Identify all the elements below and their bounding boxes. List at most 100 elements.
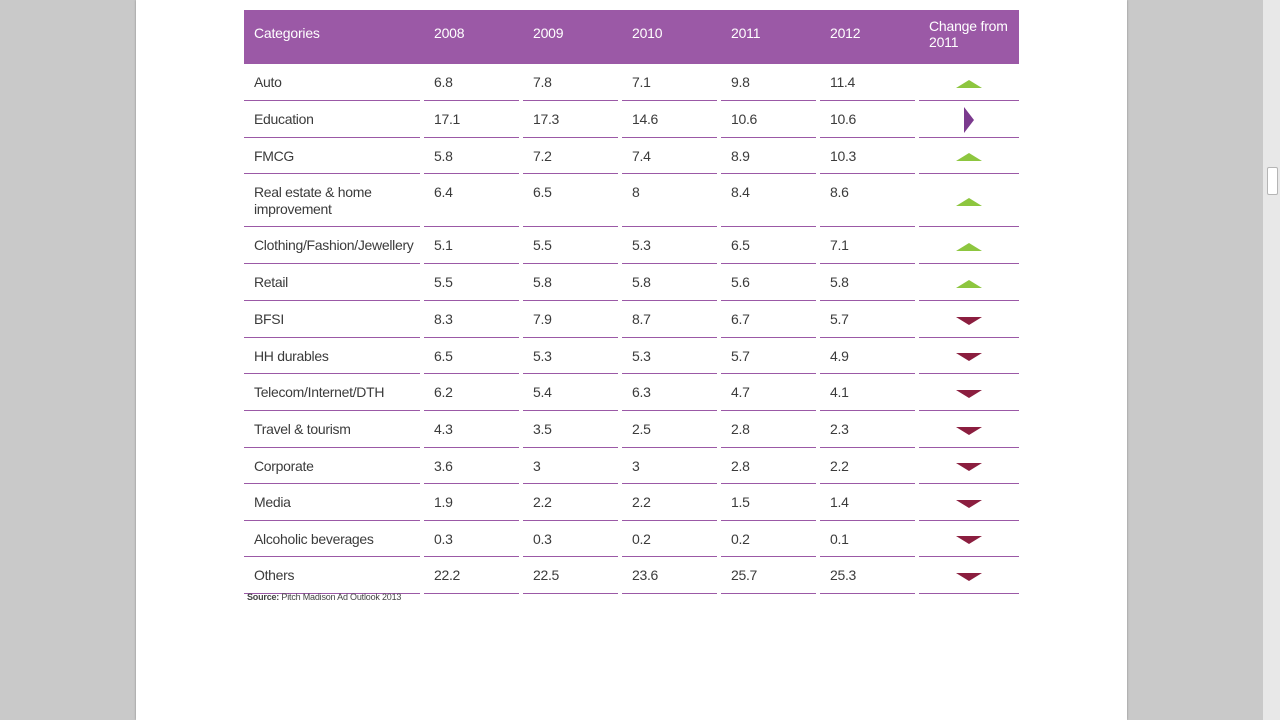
value-cell: 2.3: [820, 411, 919, 448]
value-2012: 5.7: [820, 301, 915, 338]
value-cell: 10.6: [721, 101, 820, 138]
value-2011: 1.5: [721, 484, 816, 521]
value-2008: 8.3: [424, 301, 519, 338]
value-2008: 3.6: [424, 448, 519, 484]
triangle-down-icon: [956, 427, 982, 435]
value-2010: 3: [622, 448, 717, 484]
table-row: Media 1.9 2.2 2.2 1.5 1.4: [244, 484, 1019, 521]
value-2010: 7.1: [622, 64, 717, 101]
value-2011: 8.9: [721, 138, 816, 174]
category-label: Education: [244, 101, 420, 138]
value-2011: 8.4: [721, 174, 816, 227]
change-cell: [919, 264, 1019, 301]
scrollbar-thumb[interactable]: [1267, 167, 1278, 195]
value-cell: 3.5: [523, 411, 622, 448]
value-cell: 7.8: [523, 64, 622, 101]
value-2008: 6.8: [424, 64, 519, 101]
value-2008: 0.3: [424, 521, 519, 557]
header-2010: 2010: [622, 10, 721, 64]
table-row: Alcoholic beverages 0.3 0.3 0.2 0.2 0.1: [244, 521, 1019, 557]
source-note: Source: Pitch Madison Ad Outlook 2013: [247, 592, 401, 602]
value-cell: 25.7: [721, 557, 820, 594]
value-2009: 5.5: [523, 227, 618, 264]
value-2008: 5.8: [424, 138, 519, 174]
value-cell: 5.7: [721, 338, 820, 374]
value-cell: 0.2: [622, 521, 721, 557]
category-cell: Clothing/Fashion/Jewellery: [244, 227, 424, 264]
value-2011: 0.2: [721, 521, 816, 557]
value-cell: 6.2: [424, 374, 523, 411]
value-cell: 2.2: [622, 484, 721, 521]
value-cell: 5.5: [424, 264, 523, 301]
value-cell: 7.9: [523, 301, 622, 338]
change-cell: [919, 301, 1019, 338]
value-cell: 5.3: [622, 338, 721, 374]
value-cell: 2.2: [820, 448, 919, 484]
category-cell: Corporate: [244, 448, 424, 484]
value-cell: 1.9: [424, 484, 523, 521]
value-2010: 23.6: [622, 557, 717, 594]
category-cell: Real estate & home improvement: [244, 174, 424, 227]
header-2008: 2008: [424, 10, 523, 64]
category-label: Travel & tourism: [244, 411, 420, 448]
value-cell: 5.7: [820, 301, 919, 338]
category-label: Alcoholic beverages: [244, 521, 420, 557]
value-2011: 5.6: [721, 264, 816, 301]
value-cell: 5.8: [523, 264, 622, 301]
table-row: Telecom/Internet/DTH 6.2 5.4 6.3 4.7 4.1: [244, 374, 1019, 411]
category-cell: Education: [244, 101, 424, 138]
triangle-up-icon: [956, 80, 982, 88]
value-2012: 1.4: [820, 484, 915, 521]
table-row: Retail 5.5 5.8 5.8 5.6 5.8: [244, 264, 1019, 301]
category-label: Clothing/Fashion/Jewellery: [244, 227, 420, 264]
value-2012: 11.4: [820, 64, 915, 101]
value-2012: 10.6: [820, 101, 915, 138]
category-cell: FMCG: [244, 138, 424, 174]
value-cell: 0.2: [721, 521, 820, 557]
value-cell: 22.5: [523, 557, 622, 594]
header-change: Change from 2011: [919, 10, 1019, 64]
value-cell: 5.8: [622, 264, 721, 301]
table-row: Others 22.2 22.5 23.6 25.7 25.3: [244, 557, 1019, 594]
change-cell: [919, 411, 1019, 448]
table-row: Auto 6.8 7.8 7.1 9.8 11.4: [244, 64, 1019, 101]
source-label: Source:: [247, 592, 280, 602]
value-cell: 7.4: [622, 138, 721, 174]
category-cell: Media: [244, 484, 424, 521]
value-cell: 7.1: [622, 64, 721, 101]
value-cell: 25.3: [820, 557, 919, 594]
change-cell: [919, 448, 1019, 484]
triangle-down-icon: [956, 536, 982, 544]
value-2012: 0.1: [820, 521, 915, 557]
value-2012: 2.3: [820, 411, 915, 448]
value-2010: 8.7: [622, 301, 717, 338]
value-cell: 8.4: [721, 174, 820, 227]
value-cell: 3.6: [424, 448, 523, 484]
value-cell: 0.3: [424, 521, 523, 557]
value-2012: 25.3: [820, 557, 915, 594]
value-2008: 6.2: [424, 374, 519, 411]
triangle-down-icon: [956, 390, 982, 398]
triangle-up-icon: [956, 280, 982, 288]
value-2009: 3: [523, 448, 618, 484]
value-cell: 5.3: [622, 227, 721, 264]
value-2008: 22.2: [424, 557, 519, 594]
value-2012: 10.3: [820, 138, 915, 174]
value-cell: 6.7: [721, 301, 820, 338]
category-label: Corporate: [244, 448, 420, 484]
category-label: Auto: [244, 64, 420, 101]
value-2010: 5.8: [622, 264, 717, 301]
value-2009: 6.5: [523, 174, 618, 227]
value-2009: 7.2: [523, 138, 618, 174]
table-row: FMCG 5.8 7.2 7.4 8.9 10.3: [244, 138, 1019, 174]
source-text: Pitch Madison Ad Outlook 2013: [281, 592, 402, 602]
value-2010: 2.2: [622, 484, 717, 521]
value-cell: 6.3: [622, 374, 721, 411]
vertical-scrollbar[interactable]: [1263, 0, 1280, 720]
value-cell: 2.2: [523, 484, 622, 521]
value-2010: 2.5: [622, 411, 717, 448]
category-cell: BFSI: [244, 301, 424, 338]
table-row: BFSI 8.3 7.9 8.7 6.7 5.7: [244, 301, 1019, 338]
category-label: FMCG: [244, 138, 420, 174]
value-cell: 1.5: [721, 484, 820, 521]
